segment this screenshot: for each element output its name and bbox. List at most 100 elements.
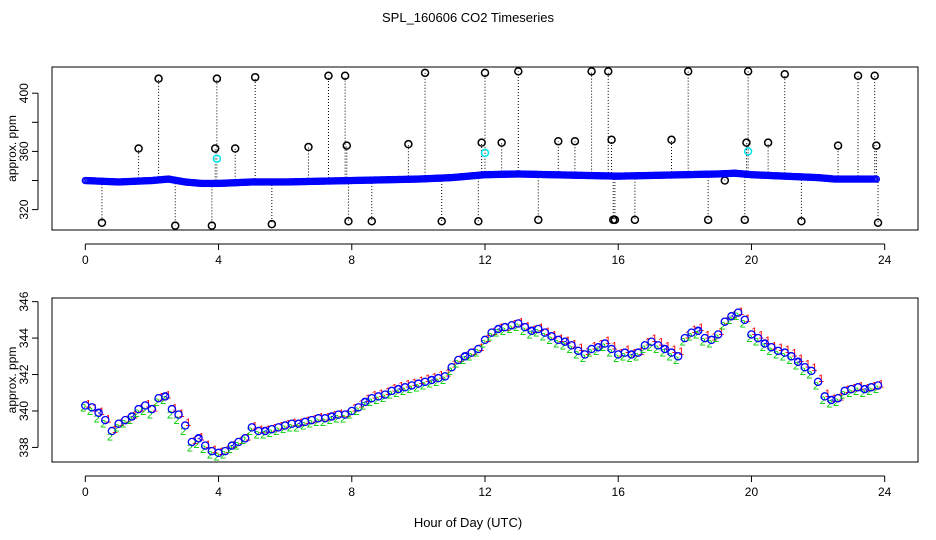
series-2-point: 2 [187,442,193,454]
series-3-circle [647,337,656,346]
spike-point [630,215,640,225]
series-3-point: 3 [562,337,568,349]
series-2-point: 2 [513,322,519,334]
series-3-point: 3 [762,339,768,351]
series-3-circle [200,441,210,450]
series-2-point: 2 [327,415,333,427]
series-3-point: 3 [595,342,601,354]
series-2-point: 2 [780,351,786,363]
series-2-point: 2 [467,351,473,363]
spike-point [610,215,620,225]
series-2-point: 2 [760,342,766,354]
series-2-point: 2 [626,353,632,365]
series-3-point: 3 [795,357,801,369]
series-2-point: 2 [527,329,533,341]
top-x-tick-label: 0 [82,253,89,267]
spike-point [742,138,751,147]
series-2-point: 2 [573,349,579,361]
series-2-point: 2 [94,413,100,425]
top-y-tick-label: 320 [17,199,31,219]
spike-point [340,71,350,80]
series-3-circle [147,404,157,414]
series-3-point: 3 [728,311,734,323]
top-plot-frame [51,66,919,231]
spike-point [474,217,483,226]
series-2-point: 2 [620,351,626,363]
series-1-point: 1 [678,346,684,358]
series-3-circle [180,421,190,430]
series-3-circle [633,348,643,357]
spike-point [97,218,107,227]
top-x-tick-label: 8 [348,253,355,267]
series-3-circle [800,362,810,372]
series-2-point: 2 [447,366,453,378]
spike-point [267,219,277,229]
series-3-point: 3 [395,384,401,396]
top-x-tick-label: 20 [745,253,759,267]
series-3-circle [607,344,616,354]
bottom-x-tick-label: 20 [745,485,759,499]
series-3-circle [780,348,790,357]
spike-point [683,67,693,76]
series-2-point: 2 [247,426,253,438]
series-2-point: 2 [673,355,679,367]
series-2-point: 2 [533,328,539,340]
series-2-point: 2 [433,377,439,389]
top-x-tick-label: 12 [478,253,492,267]
series-2-point: 2 [706,339,712,351]
bottom-y-axis-label: approx. ppm [5,347,19,414]
series-3-circle [727,311,736,321]
series-2-point: 2 [600,342,606,354]
series-3-circle [174,410,183,419]
series-2-point: 2 [220,450,226,462]
series-2-point: 2 [440,375,446,387]
series-2-point: 2 [267,428,273,440]
series-3-point: 3 [262,426,268,438]
series-2-point: 2 [480,339,486,351]
series-2-point: 2 [873,384,879,396]
series-3-circle [767,342,776,352]
highlight-point [743,147,753,156]
series-3-circle [720,317,730,326]
series-3-point: 3 [162,391,168,403]
series-3-point: 3 [329,411,335,423]
series-2-point: 2 [347,410,353,422]
series-2-point: 2 [580,353,586,365]
series-2-point: 2 [380,393,386,405]
series-2-point: 2 [840,390,846,402]
series-3-circle [127,412,137,421]
series-3-circle [107,426,117,436]
series-3-circle [220,446,230,456]
spike-point [797,217,806,226]
spike-point [667,135,676,145]
spike-point [367,217,377,226]
bottom-plot-frame [51,297,919,463]
spike-point [342,141,352,150]
series-2-point: 2 [367,397,373,409]
series-3-circle [733,308,743,317]
series-3-circle [354,403,363,412]
series-2-point: 2 [353,406,359,418]
series-2-point: 2 [793,360,799,372]
series-3-circle [514,319,523,328]
series-3-circle [114,419,123,428]
series-2-point: 2 [147,410,153,422]
series-2-point: 2 [460,355,466,367]
figure-xlabel: Hour of Day (UTC) [414,515,522,530]
bottom-x-tick-label: 12 [478,485,492,499]
series-3-circle [547,332,556,341]
series-2-point: 2 [593,346,599,358]
series-2-point: 2 [846,388,852,400]
series-2-point: 2 [420,380,426,392]
spike-point [404,139,413,149]
series-2-point: 2 [820,395,826,407]
series-2-point: 2 [407,384,413,396]
series-3-circle [480,335,490,345]
series-3-circle [440,372,450,381]
series-3-circle [574,346,583,356]
series-3-circle [101,415,110,425]
series-2-point: 2 [773,349,779,361]
series-2-point: 2 [100,419,106,431]
series-2-point: 2 [813,380,819,392]
series-3-point: 3 [662,344,668,356]
